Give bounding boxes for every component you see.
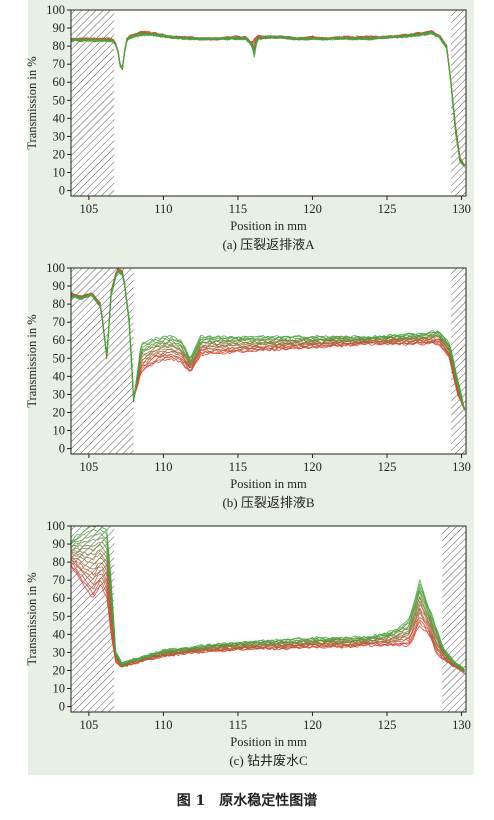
x-tick-label: 125 (378, 718, 397, 732)
x-tick-label: 105 (80, 718, 99, 732)
y-tick-label: 0 (59, 184, 65, 198)
y-tick-label: 100 (46, 519, 65, 533)
plot-frame (70, 267, 467, 455)
y-tick-label: 80 (53, 39, 66, 53)
chart-c: 0 10 20 30 40 50 60 70 80 90 100 105 110 115 120 125 130… (25, 519, 471, 768)
y-tick-label: 20 (53, 405, 66, 419)
y-tick-label: 80 (53, 297, 66, 311)
x-tick-label: 130 (452, 460, 471, 474)
y-tick-label: 30 (53, 387, 66, 401)
y-tick-label: 70 (53, 57, 66, 71)
hatched-region (451, 268, 466, 454)
plot-frame (70, 525, 467, 713)
x-axis-title: Position in mm (230, 477, 307, 491)
y-axis-title: Transmission in % (25, 572, 39, 665)
y-tick-label: 0 (59, 700, 65, 714)
y-tick-label: 30 (53, 129, 66, 143)
x-tick-label: 110 (154, 460, 172, 474)
y-tick-label: 90 (53, 21, 66, 35)
chart-subcaption: (c) 钻井废水C (229, 753, 307, 768)
y-tick-label: 0 (59, 442, 65, 456)
chart-b: 0 10 20 30 40 50 60 70 80 90 100 105 110 115 120 125 130… (25, 261, 471, 510)
y-tick-label: 40 (53, 627, 66, 641)
transmission-curves (70, 29, 465, 168)
y-tick-label: 60 (53, 333, 66, 347)
x-tick-label: 130 (452, 718, 471, 732)
y-tick-label: 20 (53, 663, 66, 677)
x-tick-label: 105 (80, 202, 99, 216)
x-tick-label: 125 (378, 460, 397, 474)
y-tick-label: 20 (53, 147, 66, 161)
transmission-curves (70, 268, 465, 411)
y-tick-label: 50 (53, 93, 66, 107)
x-tick-label: 110 (154, 202, 172, 216)
y-tick-label: 30 (53, 645, 66, 659)
figure-caption: 图 1 原水稳定性图谱 (176, 793, 318, 809)
x-tick-label: 110 (154, 718, 172, 732)
plot-area (71, 10, 466, 196)
x-tick-label: 115 (229, 202, 247, 216)
y-tick-label: 10 (53, 682, 66, 696)
y-tick-label: 100 (46, 3, 65, 17)
y-tick-label: 10 (53, 166, 66, 180)
y-tick-label: 40 (53, 369, 66, 383)
plot-area (71, 526, 466, 712)
chart-subcaption: (a) 压裂返排液A (222, 237, 315, 252)
y-axis-title: Transmission in % (25, 56, 39, 149)
x-tick-label: 115 (229, 718, 247, 732)
x-tick-label: 125 (378, 202, 397, 216)
x-axis-title: Position in mm (230, 735, 307, 749)
transmission-curves (70, 524, 465, 675)
x-axis-title: Position in mm (230, 219, 307, 233)
y-tick-label: 90 (53, 279, 66, 293)
hatched-region (442, 526, 466, 712)
plot-frame (70, 9, 467, 197)
plot-area (71, 268, 466, 454)
curve-last (70, 31, 465, 167)
chart-a: 0 10 20 30 40 50 60 70 80 90 100 105 110 115 120 125 130… (25, 3, 471, 252)
y-tick-label: 80 (53, 555, 66, 569)
hatched-region (451, 10, 466, 196)
y-tick-label: 50 (53, 351, 66, 365)
x-tick-label: 130 (452, 202, 471, 216)
x-tick-label: 115 (229, 460, 247, 474)
y-tick-label: 70 (53, 315, 66, 329)
curve-mid (71, 543, 465, 671)
y-tick-label: 70 (53, 573, 66, 587)
y-tick-label: 100 (46, 261, 65, 275)
y-axis-title: Transmission in % (25, 314, 39, 407)
curve-mid (70, 32, 465, 167)
chart-subcaption: (b) 压裂返排液B (222, 495, 314, 510)
y-tick-label: 90 (53, 537, 66, 551)
y-tick-label: 60 (53, 75, 66, 89)
y-tick-label: 10 (53, 424, 66, 438)
x-tick-label: 105 (80, 460, 99, 474)
y-tick-label: 60 (53, 591, 66, 605)
x-tick-label: 120 (303, 718, 322, 732)
y-tick-label: 50 (53, 609, 66, 623)
y-tick-label: 40 (53, 111, 66, 125)
curve-last (70, 524, 465, 671)
x-tick-label: 120 (303, 460, 322, 474)
curve-last (70, 270, 465, 411)
x-tick-label: 120 (303, 202, 322, 216)
